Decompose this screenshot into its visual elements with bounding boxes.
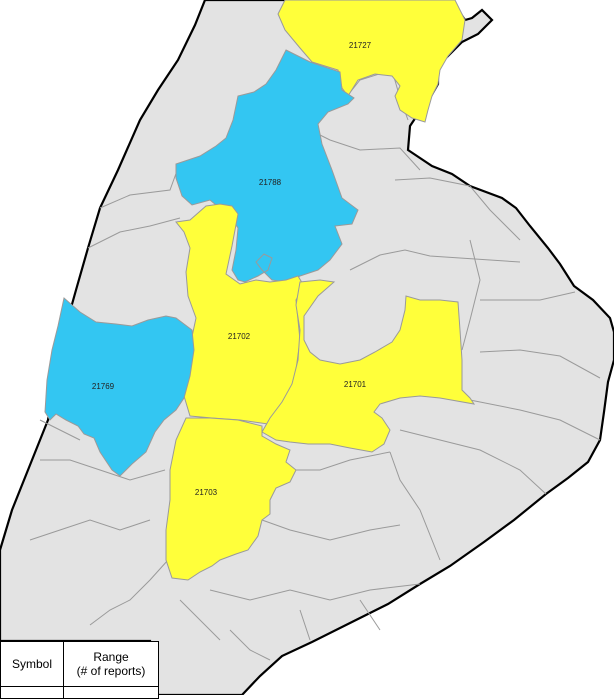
legend-range-cell — [63, 686, 159, 699]
zip-region-21769[interactable] — [44, 297, 195, 477]
legend-range-header: Range (# of reports) — [63, 641, 159, 687]
zip-label-21701: 21701 — [344, 380, 367, 389]
zip-region-21703[interactable] — [165, 417, 297, 581]
zip-region-21701[interactable] — [261, 279, 476, 453]
zip-label-21788: 21788 — [259, 178, 282, 187]
zip-label-21769: 21769 — [92, 382, 115, 391]
zip-label-21702: 21702 — [228, 332, 251, 341]
legend-range-title: Range — [93, 650, 129, 664]
internal-boundaries — [29, 69, 601, 661]
zip-label-21727: 21727 — [349, 41, 372, 50]
zip-label-21703: 21703 — [195, 488, 218, 497]
zip-region-21788[interactable] — [175, 49, 359, 283]
zip-region-21727[interactable] — [277, 0, 466, 123]
legend-symbol-header: Symbol — [0, 641, 64, 687]
legend-range-subtitle: (# of reports) — [76, 664, 146, 678]
map-legend: Symbol Range (# of reports) — [0, 641, 159, 699]
legend-symbol-cell — [0, 686, 64, 699]
